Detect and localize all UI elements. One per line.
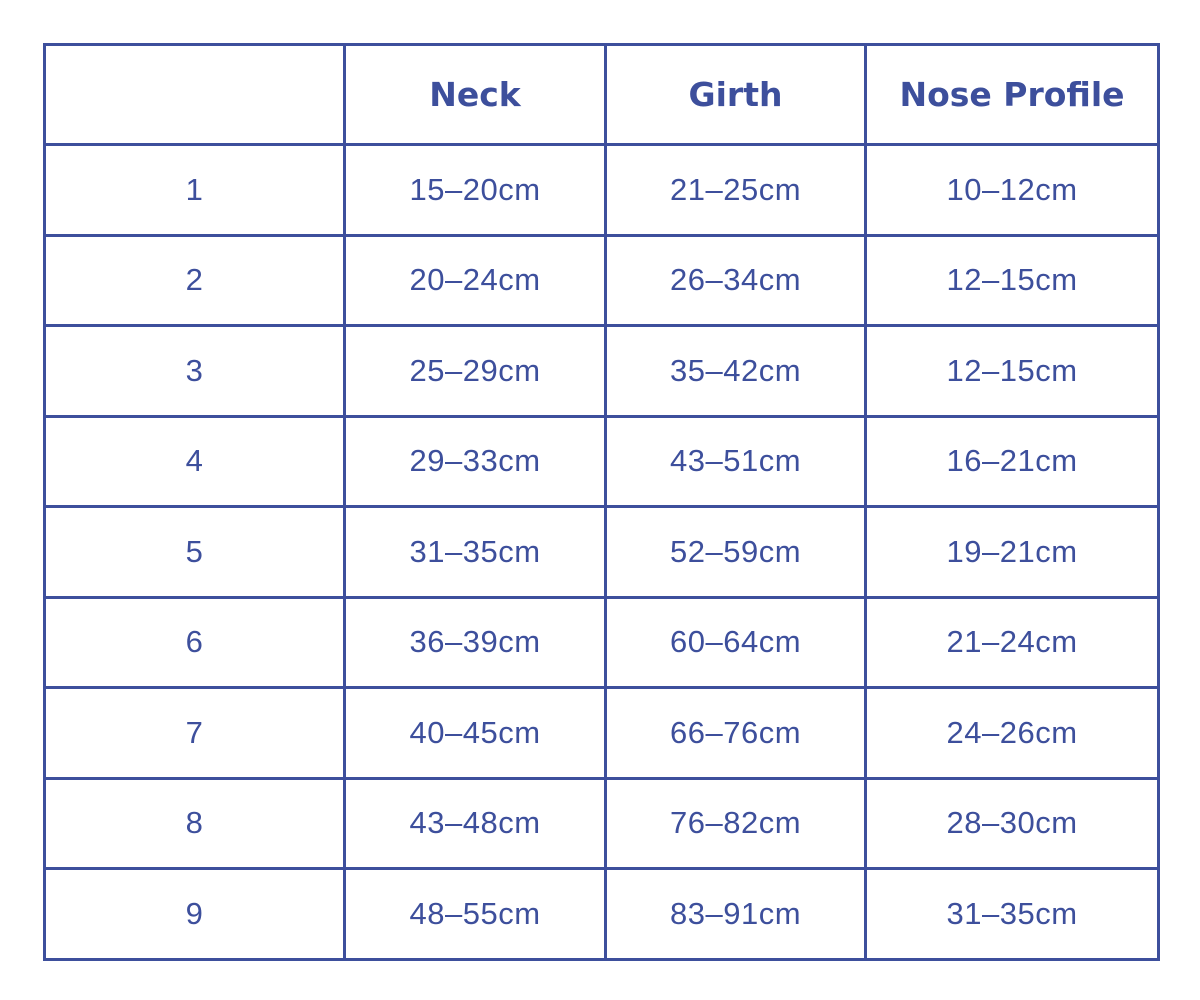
cell-nose-profile: 21–24cm	[864, 595, 1160, 689]
table-row: 8 43–48cm 76–82cm 28–30cm	[43, 776, 1160, 870]
cell-nose-profile: 12–15cm	[864, 324, 1160, 418]
cell-neck: 25–29cm	[343, 324, 607, 418]
cell-size: 3	[43, 324, 346, 418]
cell-size: 9	[43, 867, 346, 961]
cell-nose-profile: 24–26cm	[864, 686, 1160, 780]
header-cell-neck: Neck	[343, 43, 607, 146]
cell-girth: 60–64cm	[604, 595, 867, 689]
header-cell-girth: Girth	[604, 43, 867, 146]
cell-size: 5	[43, 505, 346, 599]
cell-neck: 43–48cm	[343, 776, 607, 870]
cell-nose-profile: 10–12cm	[864, 143, 1160, 237]
size-chart-table: Neck Girth Nose Profile 1 15–20cm 21–25cm 1…	[43, 43, 1160, 961]
table-row: 9 48–55cm 83–91cm 31–35cm	[43, 867, 1160, 961]
cell-neck: 36–39cm	[343, 595, 607, 689]
cell-nose-profile: 12–15cm	[864, 233, 1160, 327]
cell-neck: 15–20cm	[343, 143, 607, 237]
cell-nose-profile: 19–21cm	[864, 505, 1160, 599]
cell-size: 4	[43, 414, 346, 508]
cell-nose-profile: 28–30cm	[864, 776, 1160, 870]
cell-neck: 20–24cm	[343, 233, 607, 327]
cell-girth: 52–59cm	[604, 505, 867, 599]
cell-girth: 76–82cm	[604, 776, 867, 870]
cell-size: 6	[43, 595, 346, 689]
cell-size: 8	[43, 776, 346, 870]
cell-girth: 43–51cm	[604, 414, 867, 508]
cell-girth: 35–42cm	[604, 324, 867, 418]
cell-girth: 66–76cm	[604, 686, 867, 780]
cell-nose-profile: 16–21cm	[864, 414, 1160, 508]
table-row: 5 31–35cm 52–59cm 19–21cm	[43, 505, 1160, 599]
table-row: 6 36–39cm 60–64cm 21–24cm	[43, 595, 1160, 689]
header-row: Neck Girth Nose Profile	[43, 43, 1160, 146]
cell-neck: 48–55cm	[343, 867, 607, 961]
cell-neck: 29–33cm	[343, 414, 607, 508]
header-cell-nose-profile: Nose Profile	[864, 43, 1160, 146]
table-row: 2 20–24cm 26–34cm 12–15cm	[43, 233, 1160, 327]
table-row: 7 40–45cm 66–76cm 24–26cm	[43, 686, 1160, 780]
cell-girth: 21–25cm	[604, 143, 867, 237]
table-row: 3 25–29cm 35–42cm 12–15cm	[43, 324, 1160, 418]
cell-size: 2	[43, 233, 346, 327]
header-cell-size	[43, 43, 346, 146]
cell-nose-profile: 31–35cm	[864, 867, 1160, 961]
table-row: 1 15–20cm 21–25cm 10–12cm	[43, 143, 1160, 237]
cell-neck: 31–35cm	[343, 505, 607, 599]
cell-size: 7	[43, 686, 346, 780]
cell-girth: 83–91cm	[604, 867, 867, 961]
cell-neck: 40–45cm	[343, 686, 607, 780]
table-row: 4 29–33cm 43–51cm 16–21cm	[43, 414, 1160, 508]
cell-size: 1	[43, 143, 346, 237]
cell-girth: 26–34cm	[604, 233, 867, 327]
